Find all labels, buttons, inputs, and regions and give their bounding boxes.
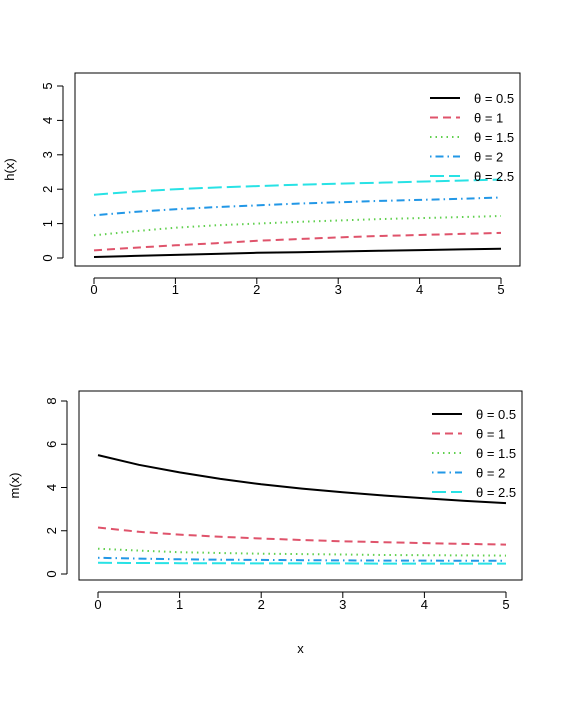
x-axis-label: x — [297, 641, 304, 656]
legend-label: θ = 2.5 — [474, 169, 514, 184]
m-plot-panel: 0 1 2 3 4 5 0 2 4 6 8 m(x) x θ = 0.5 θ = 1 θ = 1.5 θ = 2… — [7, 390, 523, 656]
series-line — [93, 196, 502, 217]
x-tick-label: 4 — [416, 282, 423, 297]
series-line — [93, 247, 502, 258]
legend-label: θ = 1.5 — [474, 130, 514, 145]
series-line — [97, 561, 506, 565]
legend-label: θ = 2.5 — [476, 485, 516, 500]
series-line — [93, 231, 502, 252]
y-tick-label: 0 — [40, 254, 55, 261]
legend-label: θ = 0.5 — [476, 407, 516, 422]
series-line — [93, 215, 502, 237]
x-tick-label: 1 — [176, 597, 183, 612]
legend-label: θ = 0.5 — [474, 91, 514, 106]
series-line — [93, 178, 502, 196]
y-tick-label: 2 — [44, 527, 59, 534]
y-tick-label: 6 — [44, 441, 59, 448]
y-tick-label: 8 — [44, 397, 59, 404]
y-tick-label: 5 — [40, 82, 55, 89]
series-line — [97, 454, 507, 505]
x-tick-label: 5 — [497, 282, 504, 297]
y-tick-label: 0 — [44, 570, 59, 577]
series-line — [97, 556, 506, 562]
y-tick-label: 4 — [44, 484, 59, 491]
y-axis-label: h(x) — [2, 158, 17, 180]
legend-label: θ = 1.5 — [476, 446, 516, 461]
y-tick-label: 1 — [40, 220, 55, 227]
series-line — [97, 526, 507, 546]
legend-label: θ = 2 — [474, 150, 503, 165]
x-tick-label: 0 — [90, 282, 97, 297]
x-tick-label: 4 — [421, 597, 428, 612]
legend-label: θ = 2 — [476, 466, 505, 481]
x-tick-label: 5 — [502, 597, 509, 612]
y-axis-label: m(x) — [7, 473, 22, 499]
h-plot-panel: 0 1 2 3 4 5 0 1 2 3 4 5 h(x) θ = 0.5 θ = 1 θ = 1.5 θ = 2… — [2, 72, 521, 297]
plot-frame — [74, 72, 521, 267]
plot-frame — [78, 390, 523, 581]
x-tick-label: 2 — [253, 282, 260, 297]
legend-label: θ = 1 — [476, 427, 505, 442]
y-tick-label: 4 — [40, 117, 55, 124]
x-tick-label: 3 — [339, 597, 346, 612]
y-tick-label: 3 — [40, 151, 55, 158]
x-tick-label: 0 — [94, 597, 101, 612]
legend-label: θ = 1 — [474, 111, 503, 126]
x-tick-label: 2 — [258, 597, 265, 612]
x-tick-label: 3 — [335, 282, 342, 297]
x-tick-label: 1 — [172, 282, 179, 297]
y-tick-label: 2 — [40, 186, 55, 193]
series-line — [97, 547, 507, 557]
